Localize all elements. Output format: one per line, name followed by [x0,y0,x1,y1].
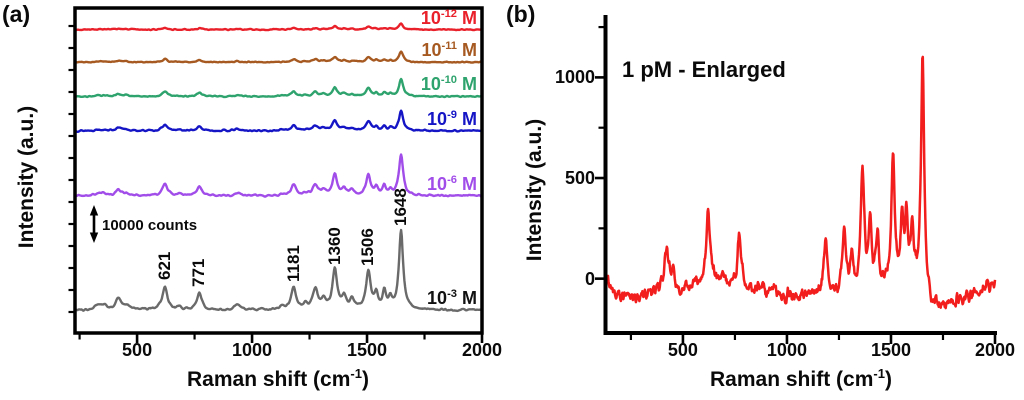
panel-a-frame [73,6,484,335]
scalebar-arrow-down [89,232,99,243]
peak-annotation-1360: 1360 [324,227,344,265]
x-axis-label-b: Raman shift (cm-1) [641,361,961,393]
panel-a-curves [75,22,482,313]
peak-annotation-1506: 1506 [358,228,378,267]
x-tick-label-a-2000: 2000 [461,340,503,360]
peak-annotation-1648: 1648 [391,188,411,226]
spectrum-10-10-M [75,77,482,99]
series-label-10-11-M: 10-11 M [421,40,477,61]
x-axis-label-b-sup: -1 [873,366,885,381]
x-tick-label-a-1000: 1000 [232,340,273,360]
y-tick-label-b-0: 0 [584,268,595,289]
x-tick-label-b-1000: 1000 [766,340,807,360]
spectrum-10-3-M [75,228,482,313]
panel-a-letter: (a) [2,1,31,27]
x-tick-label-b-2000: 2000 [974,340,1016,360]
y-tick-label-b-500: 500 [564,168,595,189]
spectrum-1pM-enlarged [605,55,997,310]
spectrum-10-11-M [75,50,482,64]
panel-b-letter: (b) [506,1,536,27]
peak-annotation-1181: 1181 [283,245,303,283]
x-axis-label-a-sup: -1 [350,366,362,381]
y-tick-label-b-1000: 1000 [554,67,595,88]
spectrum-10-6-M [75,153,482,198]
scalebar-label: 10000 counts [102,217,198,234]
peak-annotation-771: 771 [189,258,209,287]
series-label-10-10-M: 10-10 M [420,74,477,95]
spectrum-10-9-M [75,109,482,133]
series-label-10-9-M: 10-9 M [427,108,477,129]
enlarged-annotation: 1 pM - Enlarged [622,57,786,82]
x-axis-label-b-text: Raman shift (cm [710,368,874,391]
spectrum-10-12-M [75,22,482,32]
x-axis-label-b-close: ) [884,368,892,391]
x-tick-label-b-500: 500 [667,340,698,360]
y-axis-label-a: Intensity (a.u.) [15,105,38,249]
series-label-10-3-M: 10-3 M [427,287,477,308]
scalebar-arrow-up [89,205,99,216]
x-axis-label-a-close: ) [361,368,369,391]
x-tick-label-a-1500: 1500 [346,340,388,360]
x-tick-label-a-500: 500 [122,340,153,360]
series-label-10-12-M: 10-12 M [420,7,477,28]
series-label-10-6-M: 10-6 M [427,173,477,194]
x-axis-label-a: Raman shift (cm-1) [118,361,438,393]
peak-annotation-621: 621 [154,252,174,281]
x-axis-label-a-text: Raman shift (cm [187,368,351,391]
x-tick-label-b-1500: 1500 [870,340,911,360]
